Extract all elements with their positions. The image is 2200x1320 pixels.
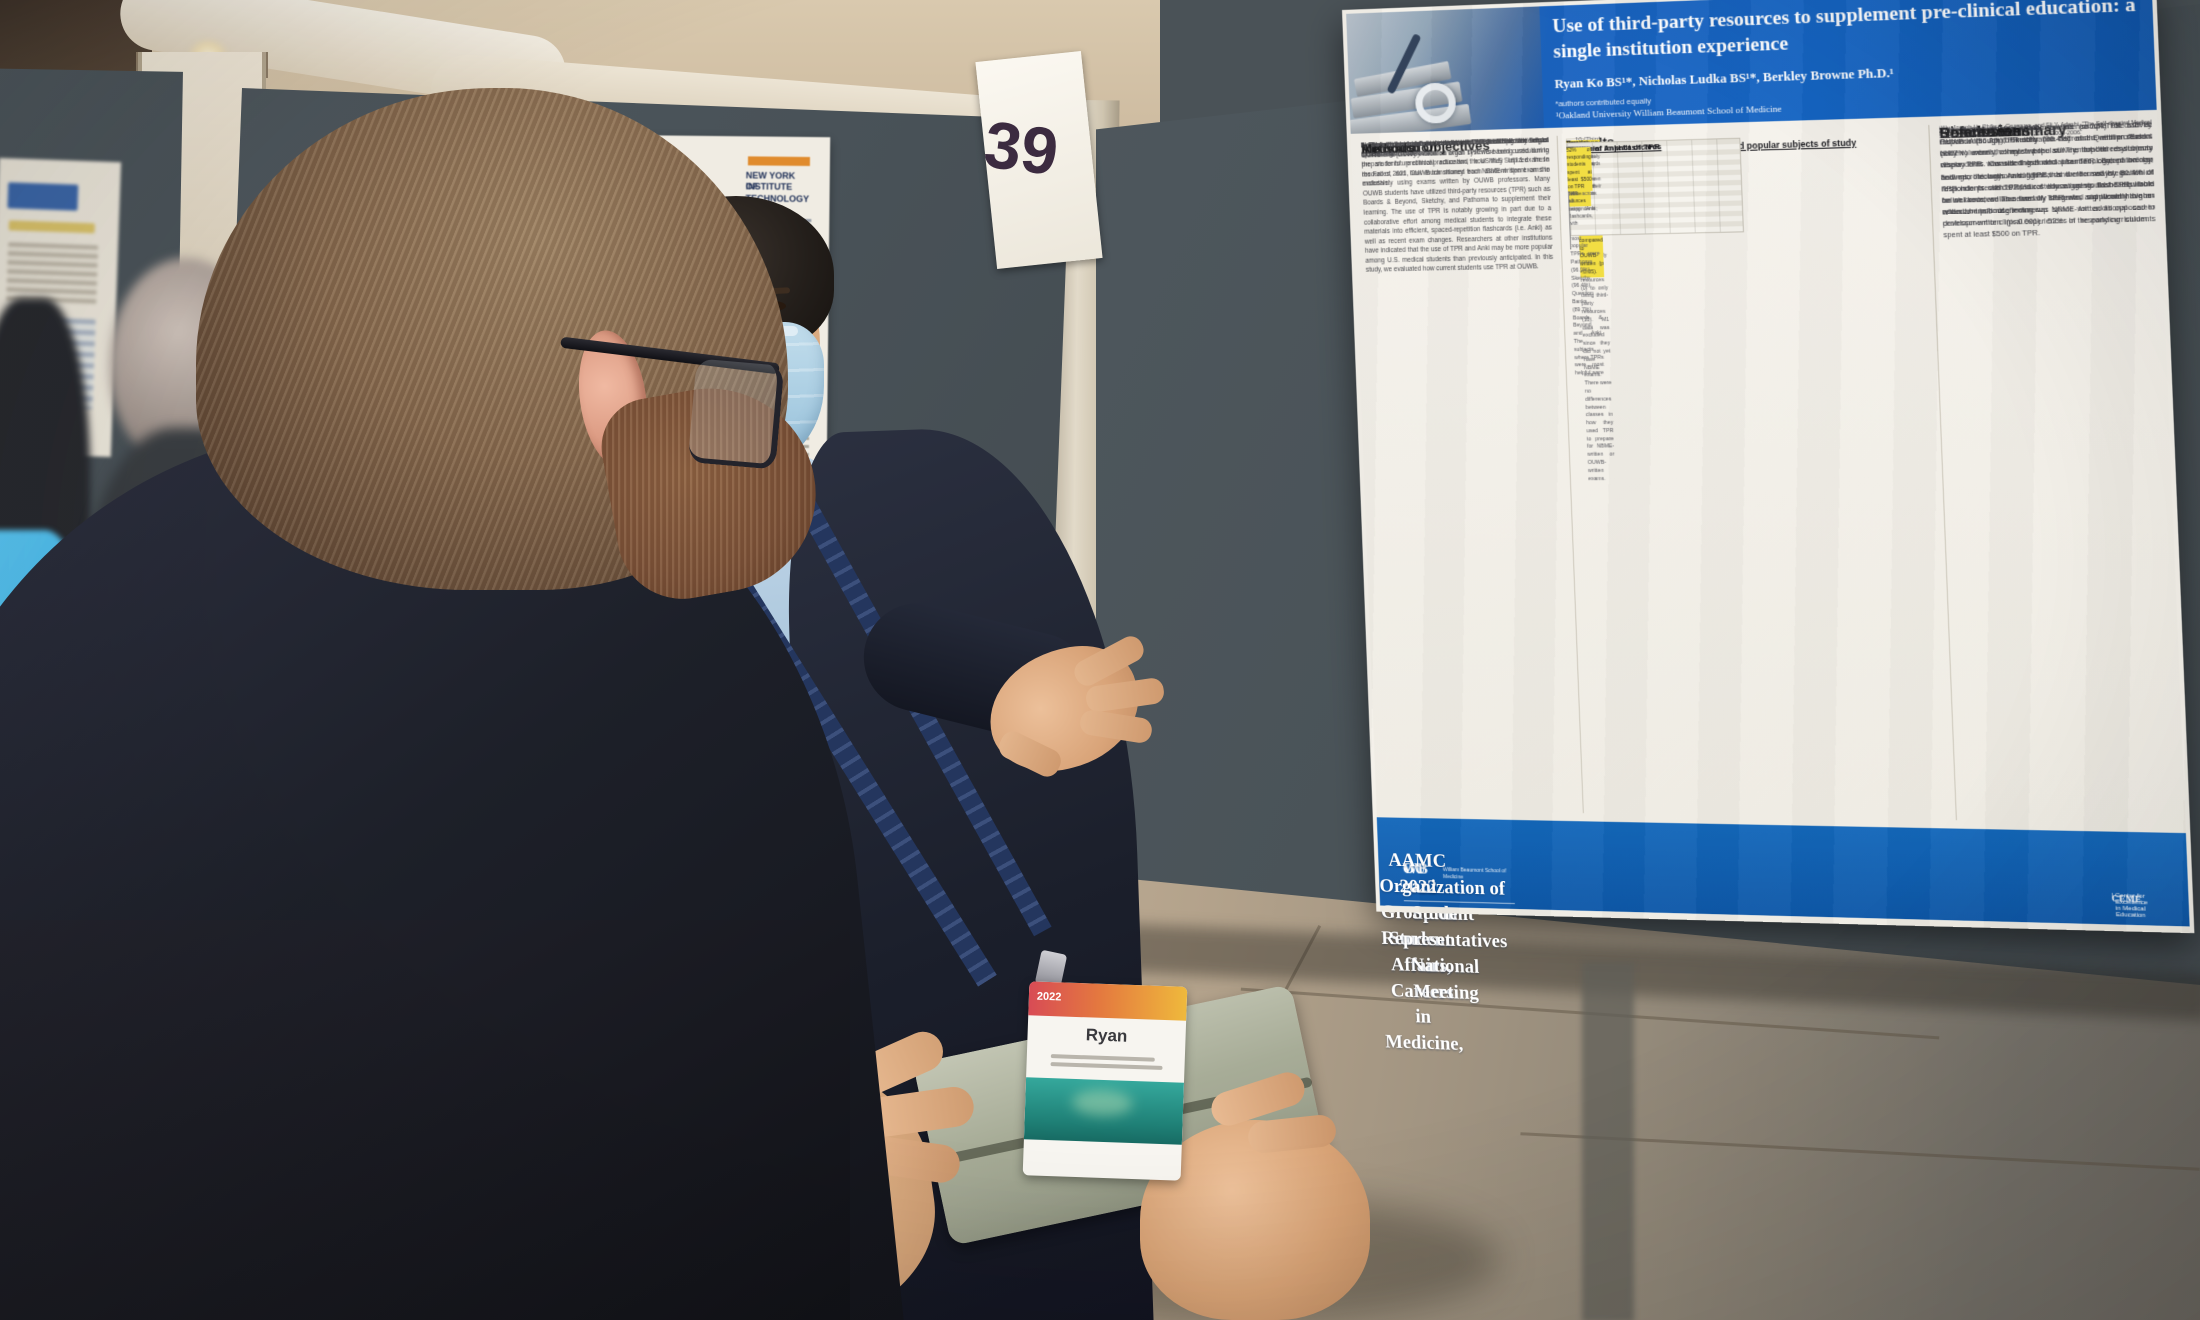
badge-year: 2022: [1036, 990, 1062, 1004]
board-leg: [1582, 962, 1634, 1320]
poster-fragment-block: [8, 220, 95, 234]
nyit-logo-text: NEW YORK INSTITUTE OF TECHNOLOGY: [746, 170, 818, 203]
poster-column-middle: Results Study Technique (M2-M4 only) 0 (…: [1556, 125, 1952, 821]
board-number-sign: 39: [975, 51, 1103, 269]
figure3-post: .: [1566, 148, 1568, 154]
poster-authors: Ryan Ko BS¹*, Nicholas Ludka BS¹*, Berkl…: [1554, 65, 1894, 92]
badge-detail-line: [1050, 1062, 1163, 1070]
poster-fragment-block: [7, 182, 79, 211]
poster-column-right: Results summary 97% of responding OUWB s…: [1928, 118, 2180, 825]
ceme-tagline: Center for Excellence in Medical Educati…: [2115, 892, 2148, 920]
poster-fragment-text: [6, 242, 99, 306]
glasses-lens: [687, 358, 785, 470]
poster-body: Introduction Medical students at Oakland…: [1350, 109, 2186, 834]
badge-first-name: Ryan: [1085, 1025, 1128, 1046]
badge-artwork: [1072, 1088, 1134, 1117]
poster-column-left: Introduction Medical students at Oakland…: [1361, 136, 1575, 813]
board-number: 39: [980, 106, 1063, 189]
banner-line-2: Organization of Student Representatives …: [1379, 876, 1508, 1004]
badge-detail-line: [1050, 1054, 1155, 1062]
conference-badge: 2022 Ryan: [1022, 981, 1188, 1181]
badge-teal-band: [1023, 1077, 1184, 1145]
ceme-logo: CEME | Center for Excellence in Medical E…: [2111, 892, 2148, 920]
banner-meeting-text: AAMC 2022 Group on Student Affairs, Care…: [1378, 848, 1508, 1056]
foreground-man-suit-lower: [0, 920, 850, 1320]
figure3-highlight: 52% of responding students spent at leas…: [1566, 147, 1593, 192]
title-line-1: Use of third-party resources to suppleme…: [1551, 0, 2137, 38]
poster-title: Use of third-party resources to suppleme…: [1551, 0, 2150, 62]
research-poster: Use of third-party resources to suppleme…: [1342, 0, 2195, 1056]
author-note: *authors contributed equally: [1555, 96, 1652, 109]
nyit-orange-bar: [747, 156, 811, 167]
header-stethoscope-photo: [1346, 6, 1545, 134]
methods-paragraph: An 11-question survey was distributed to…: [1360, 137, 1550, 188]
